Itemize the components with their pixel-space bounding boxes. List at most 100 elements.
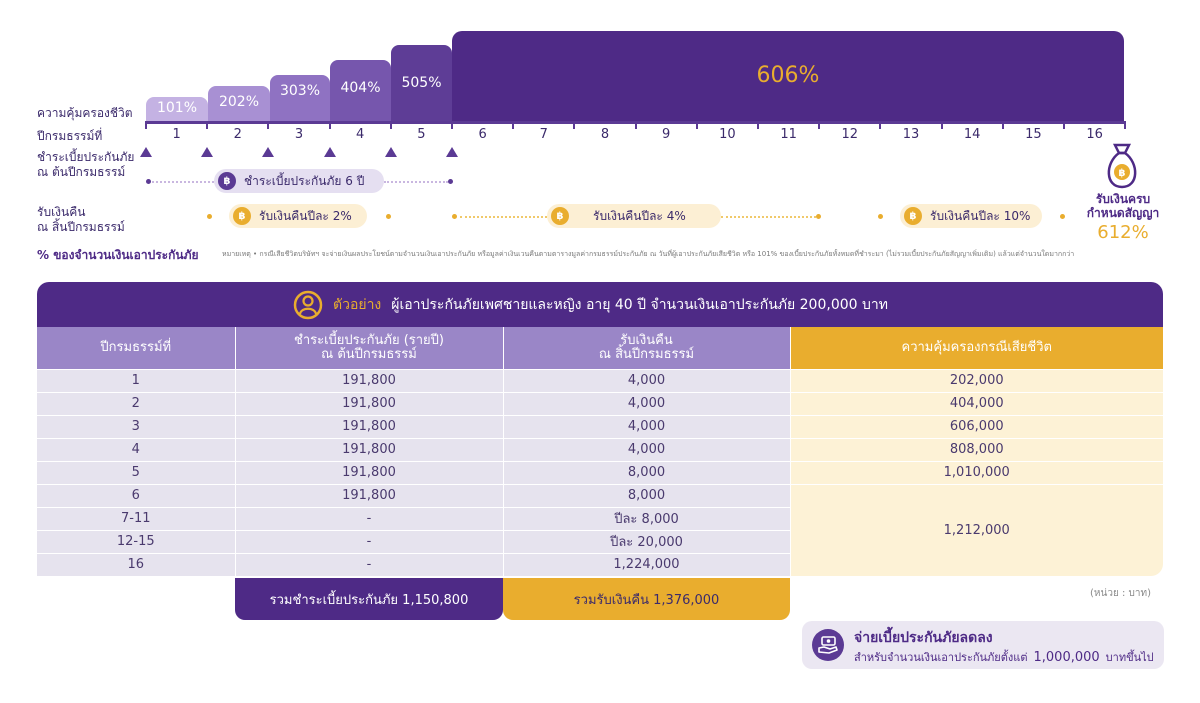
ruler-tick (634, 121, 637, 129)
col-header-cashback-line1: รับเงินคืน (620, 332, 673, 348)
cell-cashback: 4,000 (503, 391, 791, 415)
col-header-premium-line1: ชำระเบี้ยประกันภัย (รายปี) (294, 332, 444, 348)
cashback-pill-2: ฿ รับเงินคืนปีละ 4% (547, 204, 721, 228)
cell-year: 16 (37, 552, 236, 576)
coverage-step-5: 505% (391, 45, 452, 121)
coverage-step-4: 404% (330, 60, 391, 121)
percent-caption: % ของจำนวนเงินเอาประกันภัย (37, 248, 199, 262)
cell-premium: 191,800 (235, 460, 504, 484)
discount-amount: 1,000,000 (1033, 650, 1100, 665)
table-row: 3 191,800 4,000 606,000 (37, 414, 1163, 438)
table-row: 1 191,800 4,000 202,000 (37, 368, 1163, 392)
col-header-cashback: รับเงินคืน ณ สิ้นปีกรมธรรม์ (503, 327, 791, 369)
cashback-pill-1: ฿ รับเงินคืนปีละ 2% (229, 204, 367, 228)
table-row: 6 191,800 8,000 1,212,000 (37, 483, 1163, 576)
ruler-tick (328, 121, 331, 129)
cell-year: 3 (37, 414, 236, 438)
year-label: 5 (417, 127, 426, 142)
cell-death-cover: 1,010,000 (790, 460, 1163, 484)
cell-premium: - (235, 529, 504, 553)
cell-year: 4 (37, 437, 236, 461)
discount-icon-wrap (812, 629, 844, 661)
premium-start-dot (146, 179, 151, 184)
example-banner: ตัวอย่าง ผู้เอาประกันภัยเพศชายและหญิง อา… (37, 282, 1163, 328)
cell-premium: 191,800 (235, 368, 504, 392)
year-label: 2 (233, 127, 242, 142)
premium-label-line2: ณ ต้นปีกรมธรรม์ (37, 165, 126, 179)
ruler-tick (818, 121, 821, 129)
ruler-tick (451, 121, 453, 129)
discount-box: จ่ายเบี้ยประกันภัยลดลง สำหรับจำนวนเงินเอ… (802, 621, 1164, 669)
col-header-premium: ชำระเบี้ยประกันภัย (รายปี) ณ ต้นปีกรมธรร… (235, 327, 504, 369)
coverage-step-6: 606% (452, 31, 1124, 121)
ruler-tick (145, 121, 147, 129)
cell-year: 2 (37, 391, 236, 415)
year-label: 16 (1086, 127, 1103, 142)
cashback-pill-2-text: รับเงินคืนปีละ 4% (593, 208, 686, 223)
premium-label-line1: ชำระเบี้ยประกันภัย (37, 150, 135, 164)
cashback-dotline-2b (721, 216, 816, 218)
table-row: 12-15- ปีละ 20,000 (37, 529, 1163, 553)
cell-year: 1 (37, 368, 236, 392)
year-label: 1 (172, 127, 181, 142)
cashback-dot-1b (386, 214, 391, 219)
table-row: 16-1,224,000 (37, 552, 1163, 576)
year-label: 3 (294, 127, 304, 142)
cashback-label-line1: รับเงินคืน (37, 205, 86, 219)
discount-suffix: บาทขึ้นไป (1105, 651, 1154, 664)
year-label: 6 (478, 127, 487, 142)
cashback-dot-1a (207, 214, 212, 219)
coverage-step-2: 202% (208, 86, 270, 121)
col-header-cashback-line2: ณ สิ้นปีกรมธรรม์ (598, 346, 695, 362)
ruler-tick (879, 121, 882, 129)
discount-subtitle: สำหรับจำนวนเงินเอาประกันภัยตั้งแต่ (854, 651, 1028, 664)
cell-cashback: 1,224,000 (503, 552, 791, 576)
footnote: หมายเหตุ • กรณีเสียชีวิตบริษัทฯ จะจ่ายเง… (222, 250, 1075, 258)
cell-death-cover: 1,212,000 (790, 483, 1163, 576)
premium-pill-text: ชำระเบี้ยประกันภัย 6 ปี (244, 173, 365, 188)
col-header-premium-line2: ณ ต้นปีกรมธรรม์ (321, 346, 417, 362)
premium-payment-triangle (446, 147, 458, 157)
year-label: 15 (1025, 127, 1042, 142)
ruler-tick (1124, 121, 1127, 129)
premium-dotline-left (152, 181, 214, 183)
year-label: 10 (719, 127, 736, 142)
ruler-tick (267, 121, 270, 129)
ruler-tick (1001, 121, 1004, 129)
example-prefix: ตัวอย่าง (333, 297, 382, 313)
person-icon (293, 290, 323, 320)
coin-icon: ฿ (551, 207, 569, 225)
ruler-tick (389, 121, 392, 129)
cell-premium: - (235, 552, 504, 576)
col-header-death-cover: ความคุ้มครองกรณีเสียชีวิต (790, 327, 1163, 369)
table-row: 4 191,800 4,000 808,000 (37, 437, 1163, 461)
ruler-tick (206, 121, 209, 129)
col-header-year-line1: ปีกรมธรรม์ที่ (100, 339, 172, 355)
cashback-dotline-2a (460, 216, 547, 218)
cell-year: 6 (37, 483, 236, 507)
cell-death-cover: 606,000 (790, 414, 1163, 438)
cell-premium: - (235, 506, 504, 530)
cell-year: 5 (37, 460, 236, 484)
example-text: ผู้เอาประกันภัยเพศชายและหญิง อายุ 40 ปี … (391, 297, 888, 313)
cell-cashback: ปีละ 20,000 (503, 529, 791, 553)
year-label: 4 (356, 127, 365, 142)
coverage-step-1: 101% (146, 97, 208, 121)
premium-payment-triangle (384, 147, 397, 157)
cashback-dot-2b (816, 214, 821, 219)
coverage-step-3: 303% (270, 75, 330, 121)
cashback-label-line2: ณ สิ้นปีกรมธรรม์ (37, 220, 125, 234)
cashback-label: รับเงินคืน ณ สิ้นปีกรมธรรม์ (37, 205, 125, 235)
maturity-line1: รับเงินครบ (1095, 192, 1151, 206)
col-header-year: ปีกรมธรรม์ที่ (37, 327, 236, 369)
coin-icon: ฿ (233, 207, 251, 225)
cell-year: 7-11 (37, 506, 236, 530)
cell-cashback: 8,000 (503, 483, 791, 507)
cell-premium: 191,800 (235, 437, 504, 461)
coverage-label: ความคุ้มครองชีวิต (37, 106, 133, 120)
cell-cashback: ปีละ 8,000 (503, 506, 791, 530)
col-header-death-cover-line1: ความคุ้มครองกรณีเสียชีวิต (901, 339, 1052, 355)
maturity-line2: กำหนดสัญญา (1086, 206, 1160, 220)
table-row: 2 191,800 4,000 404,000 (37, 391, 1163, 415)
premium-dotline-right (384, 181, 448, 183)
